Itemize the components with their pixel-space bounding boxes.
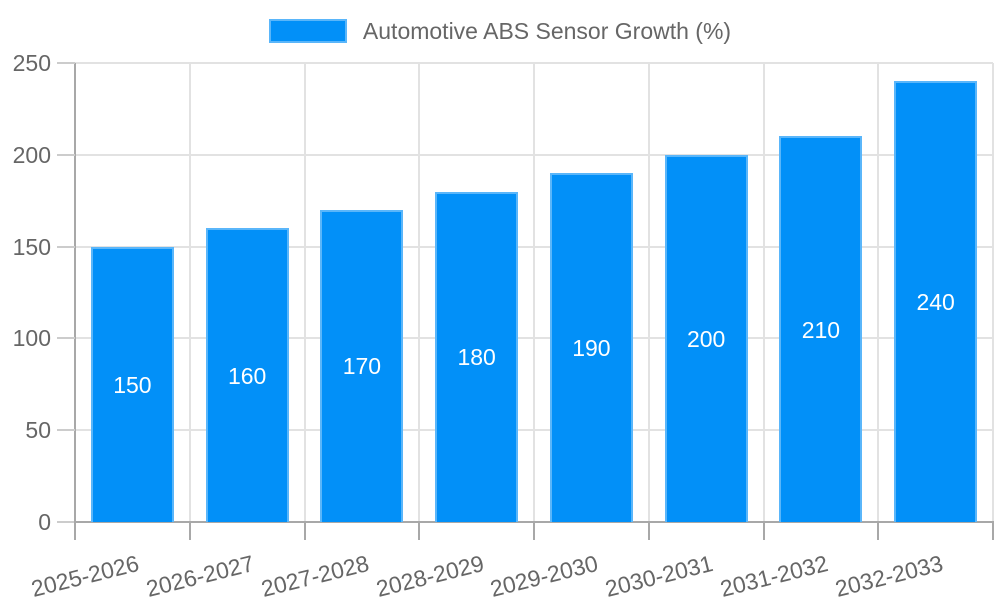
gridline-vertical <box>188 63 191 522</box>
bar-value-label: 210 <box>801 316 841 343</box>
y-axis-label: 150 <box>12 233 51 260</box>
x-axis-tick <box>418 521 421 540</box>
bar-value-label: 180 <box>457 344 496 371</box>
bar-value-label: 200 <box>686 325 726 352</box>
bar[interactable]: 170 <box>320 209 404 522</box>
legend-item[interactable]: Automotive ABS Sensor Growth (%) <box>0 17 1000 45</box>
bar[interactable]: 200 <box>664 154 748 522</box>
y-axis-tick <box>57 521 75 523</box>
bar-value-label: 190 <box>572 335 611 362</box>
y-axis-tick <box>57 153 75 156</box>
gridline-vertical <box>647 63 650 522</box>
y-axis-label: 50 <box>25 417 51 444</box>
legend-swatch[interactable] <box>268 19 347 43</box>
y-axis-label: 100 <box>12 325 51 352</box>
y-axis-line <box>74 63 76 522</box>
x-axis-tick <box>303 521 306 540</box>
gridline-vertical <box>877 63 880 522</box>
legend-label: Automotive ABS Sensor Growth (%) <box>362 18 732 44</box>
bar[interactable]: 160 <box>205 228 289 522</box>
bar-value-label: 150 <box>113 371 152 398</box>
bar[interactable]: 240 <box>894 81 978 522</box>
gridline-vertical <box>992 63 994 522</box>
plot-area: 150 160 170 180 190 200 210 240 <box>74 62 994 523</box>
y-axis-label: 0 <box>38 509 51 535</box>
bar[interactable]: 180 <box>435 191 519 522</box>
x-axis-tick <box>647 521 650 540</box>
x-axis-tick <box>877 521 880 540</box>
gridline-vertical <box>533 63 535 522</box>
bar[interactable]: 190 <box>549 173 633 522</box>
bar-value-label: 240 <box>916 289 955 316</box>
x-axis-tick <box>188 521 191 540</box>
gridline-vertical <box>762 63 765 522</box>
gridline-vertical <box>418 63 421 522</box>
bar[interactable]: 210 <box>779 136 863 522</box>
x-axis-tick <box>762 521 765 540</box>
y-axis-label: 250 <box>12 50 51 76</box>
bar[interactable]: 150 <box>90 246 174 522</box>
y-axis-tick <box>57 62 75 64</box>
bar-value-label: 160 <box>227 362 267 389</box>
gridline-vertical <box>303 63 306 522</box>
bar-value-label: 170 <box>342 353 382 380</box>
x-axis-tick <box>533 521 535 540</box>
y-axis-tick <box>57 245 75 248</box>
y-axis-label: 200 <box>12 141 51 168</box>
y-axis-tick <box>57 429 75 432</box>
x-axis-tick <box>74 521 76 540</box>
y-axis-tick <box>57 337 75 340</box>
x-axis-tick <box>992 521 994 540</box>
